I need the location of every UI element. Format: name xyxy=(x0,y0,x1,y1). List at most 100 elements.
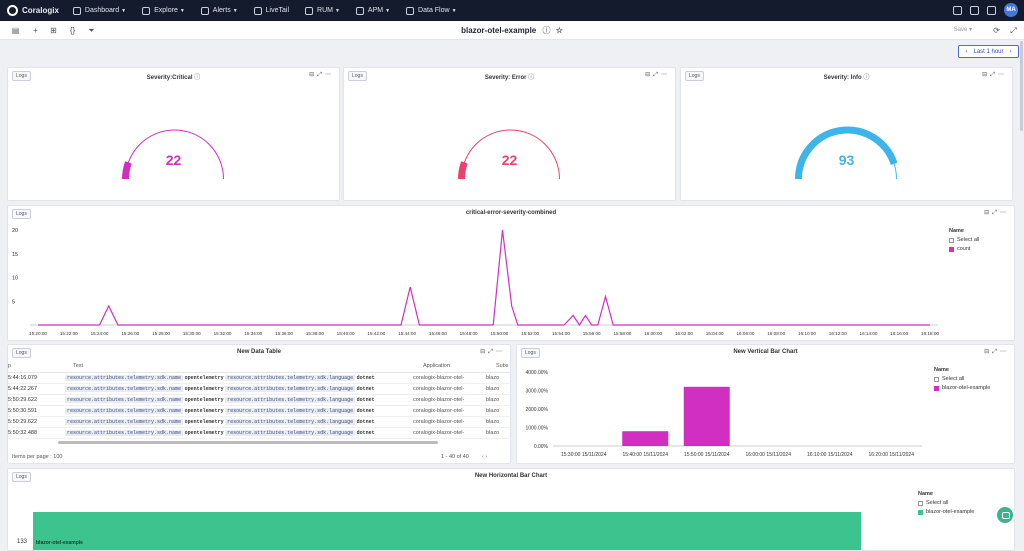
x-tick-label: 15:48:00 xyxy=(460,331,478,336)
nav-item-alerts[interactable]: Alerts ▼ xyxy=(200,6,238,15)
panel-actions-icon[interactable]: ⊟⤢⋯ xyxy=(480,349,505,355)
chevron-down-icon: ▼ xyxy=(385,7,391,14)
star-icon[interactable]: ☆ xyxy=(555,26,563,35)
chart-legend: Name Select all blazor-otel-example xyxy=(934,367,990,391)
nav-item-apm[interactable]: APM ▼ xyxy=(355,6,391,15)
legend-item[interactable]: blazor-otel-example xyxy=(934,385,990,391)
x-tick-label: 15:30:00 15/11/2024 xyxy=(561,452,607,458)
cell-time: 5:50:32.488 xyxy=(8,430,38,436)
horizontal-scrollbar[interactable] xyxy=(58,441,438,444)
y-tick-label: 1000.00% xyxy=(525,426,548,432)
nav-item-rum[interactable]: RUM ▼ xyxy=(305,6,340,15)
table-row[interactable]: 5:50:32.488 resource.attributes.telemetry… xyxy=(8,428,510,439)
nav-item-label: Alerts xyxy=(212,7,231,14)
table-footer: Items per page : 100 1 - 40 of 40 ‹ › xyxy=(12,454,510,460)
refresh-icon[interactable]: ⟳ xyxy=(993,26,1000,35)
help-icon[interactable] xyxy=(953,5,962,15)
cell-application: coralogix-blazor-otel- xyxy=(413,375,465,381)
y-tick-label: 5 xyxy=(12,299,15,305)
nav-item-explore[interactable]: Explore ▼ xyxy=(142,6,185,15)
nav-item-data-flow[interactable]: Data Flow ▼ xyxy=(406,6,457,15)
y-tick-label: 4000.00% xyxy=(525,370,548,376)
legend-select-all[interactable]: Select all xyxy=(949,237,979,243)
chat-button[interactable] xyxy=(995,505,1015,525)
x-tick-label: 15:34:00 xyxy=(244,331,262,336)
panel-actions-icon[interactable]: ⊟⤢⋯ xyxy=(982,72,1007,78)
json-icon[interactable]: {} xyxy=(69,26,76,35)
panel-actions-icon[interactable]: ⊟⤢⋯ xyxy=(984,349,1009,355)
info-icon[interactable]: ⓘ xyxy=(542,26,551,35)
avatar[interactable]: MA xyxy=(1004,3,1018,17)
legend-item[interactable]: count xyxy=(949,246,979,252)
cell-subsystem: blazo xyxy=(486,397,500,403)
series-swatch-icon xyxy=(949,246,954,252)
dashboards-list-icon[interactable]: ▤ xyxy=(11,26,20,35)
x-tick-label: 16:04:00 xyxy=(706,331,724,336)
items-per-page[interactable]: Items per page : 100 xyxy=(12,454,63,460)
cell-text: resource.attributes.telemetry.sdk.name o… xyxy=(65,408,375,414)
gauge-track xyxy=(125,129,224,180)
panel-actions-icon[interactable]: ⊟⤢⋯ xyxy=(984,210,1009,216)
cell-subsystem: blazo xyxy=(486,408,500,414)
x-tick-label: 16:08:00 xyxy=(767,331,785,336)
x-tick-label: 16:10:00 xyxy=(798,331,816,336)
info-icon[interactable]: ⓘ xyxy=(528,75,535,81)
gauge-panel: Logs Severity: Info ⓘ ⊟⤢⋯ 93 xyxy=(680,67,1013,201)
nav-item-icon xyxy=(253,6,262,15)
legend-select-all[interactable]: Select all xyxy=(918,500,974,506)
column-header-time[interactable]: p xyxy=(8,363,12,369)
nav-item-label: Data Flow xyxy=(418,7,450,14)
panel-actions-icon[interactable]: ⊟⤢⋯ xyxy=(309,72,334,78)
cell-time: 5:50:30.591 xyxy=(8,408,38,414)
x-tick-label: 16:10:00 15/11/2024 xyxy=(807,452,853,458)
page-scrollbar[interactable] xyxy=(1020,41,1023,131)
calendar-chevron-icon: ‹ xyxy=(965,48,968,55)
x-tick-label: 15:50:00 15/11/2024 xyxy=(684,452,730,458)
time-range-picker[interactable]: ‹ Last 1 hour › xyxy=(958,45,1019,58)
gauge-value: 22 xyxy=(501,152,518,168)
save-button[interactable]: Save ▾ xyxy=(953,27,972,33)
filter-icon[interactable]: ⏷ xyxy=(88,26,95,35)
x-tick-label: 15:50:00 xyxy=(490,331,508,336)
add-section-icon[interactable]: ⊞ xyxy=(50,26,57,35)
table-row[interactable]: 5:50:29.622 resource.attributes.telemetry… xyxy=(8,417,510,428)
column-header-application[interactable]: Application xyxy=(423,363,450,369)
column-header-text[interactable]: Text xyxy=(73,363,84,369)
x-tick-label: 15:20:00 xyxy=(29,331,47,336)
checkbox-icon xyxy=(949,237,954,243)
x-tick-label: 16:00:00 15/11/2024 xyxy=(745,452,791,458)
data-table-panel: Logs New Data Table ⊟⤢⋯ p Text Applicati… xyxy=(7,344,511,464)
pagination-arrows-icon[interactable]: ‹ › xyxy=(482,454,488,460)
add-widget-icon[interactable]: + xyxy=(33,26,38,35)
chart-legend: Name Select all count xyxy=(949,228,979,252)
chevron-down-icon: ▼ xyxy=(179,7,185,14)
nav-item-livetail[interactable]: LiveTail xyxy=(253,6,289,15)
x-tick-label: 15:46:00 xyxy=(429,331,447,336)
table-row[interactable]: 5:50:29.622 resource.attributes.telemetry… xyxy=(8,395,510,406)
table-row[interactable]: 5:50:30.591 resource.attributes.telemetry… xyxy=(8,406,510,417)
legend-select-all[interactable]: Select all xyxy=(934,376,990,382)
cell-application: coralogix-blazor-otel- xyxy=(413,430,465,436)
panel-actions-icon[interactable]: ⊟⤢⋯ xyxy=(645,72,670,78)
notifications-icon[interactable] xyxy=(970,5,979,15)
x-tick-label: 16:12:00 xyxy=(829,331,847,336)
table-row[interactable]: 5:44:16.079 resource.attributes.telemetry… xyxy=(8,373,510,384)
horizontal-bar-panel: Logs New Horizontal Bar Chart blazor-ote… xyxy=(7,468,1015,551)
gauge-value: 22 xyxy=(165,152,182,168)
column-header-subsystem[interactable]: Subs xyxy=(496,363,509,369)
x-tick-label: 15:42:00 xyxy=(367,331,385,336)
nav-item-dashboard[interactable]: Dashboard ▼ xyxy=(72,6,126,15)
legend-item[interactable]: blazor-otel-example xyxy=(918,509,974,515)
fullscreen-icon[interactable]: ⤢ xyxy=(1010,26,1017,35)
panel-title: critical-error-severity-combined xyxy=(465,210,557,216)
brand-logo[interactable]: Coralogix xyxy=(7,5,59,16)
brand-name: Coralogix xyxy=(22,6,59,15)
cell-subsystem: blazo xyxy=(486,419,500,425)
settings-icon[interactable] xyxy=(987,5,996,15)
gauge-fill xyxy=(458,161,468,180)
info-icon[interactable]: ⓘ xyxy=(863,75,870,81)
gauge-panel: Logs Severity: Error ⓘ ⊟⤢⋯ 22 xyxy=(343,67,676,201)
info-icon[interactable]: ⓘ xyxy=(194,75,201,81)
horizontal-bar: blazor-otel-example xyxy=(33,512,861,550)
table-row[interactable]: 5:44:22.267 resource.attributes.telemetry… xyxy=(8,384,510,395)
